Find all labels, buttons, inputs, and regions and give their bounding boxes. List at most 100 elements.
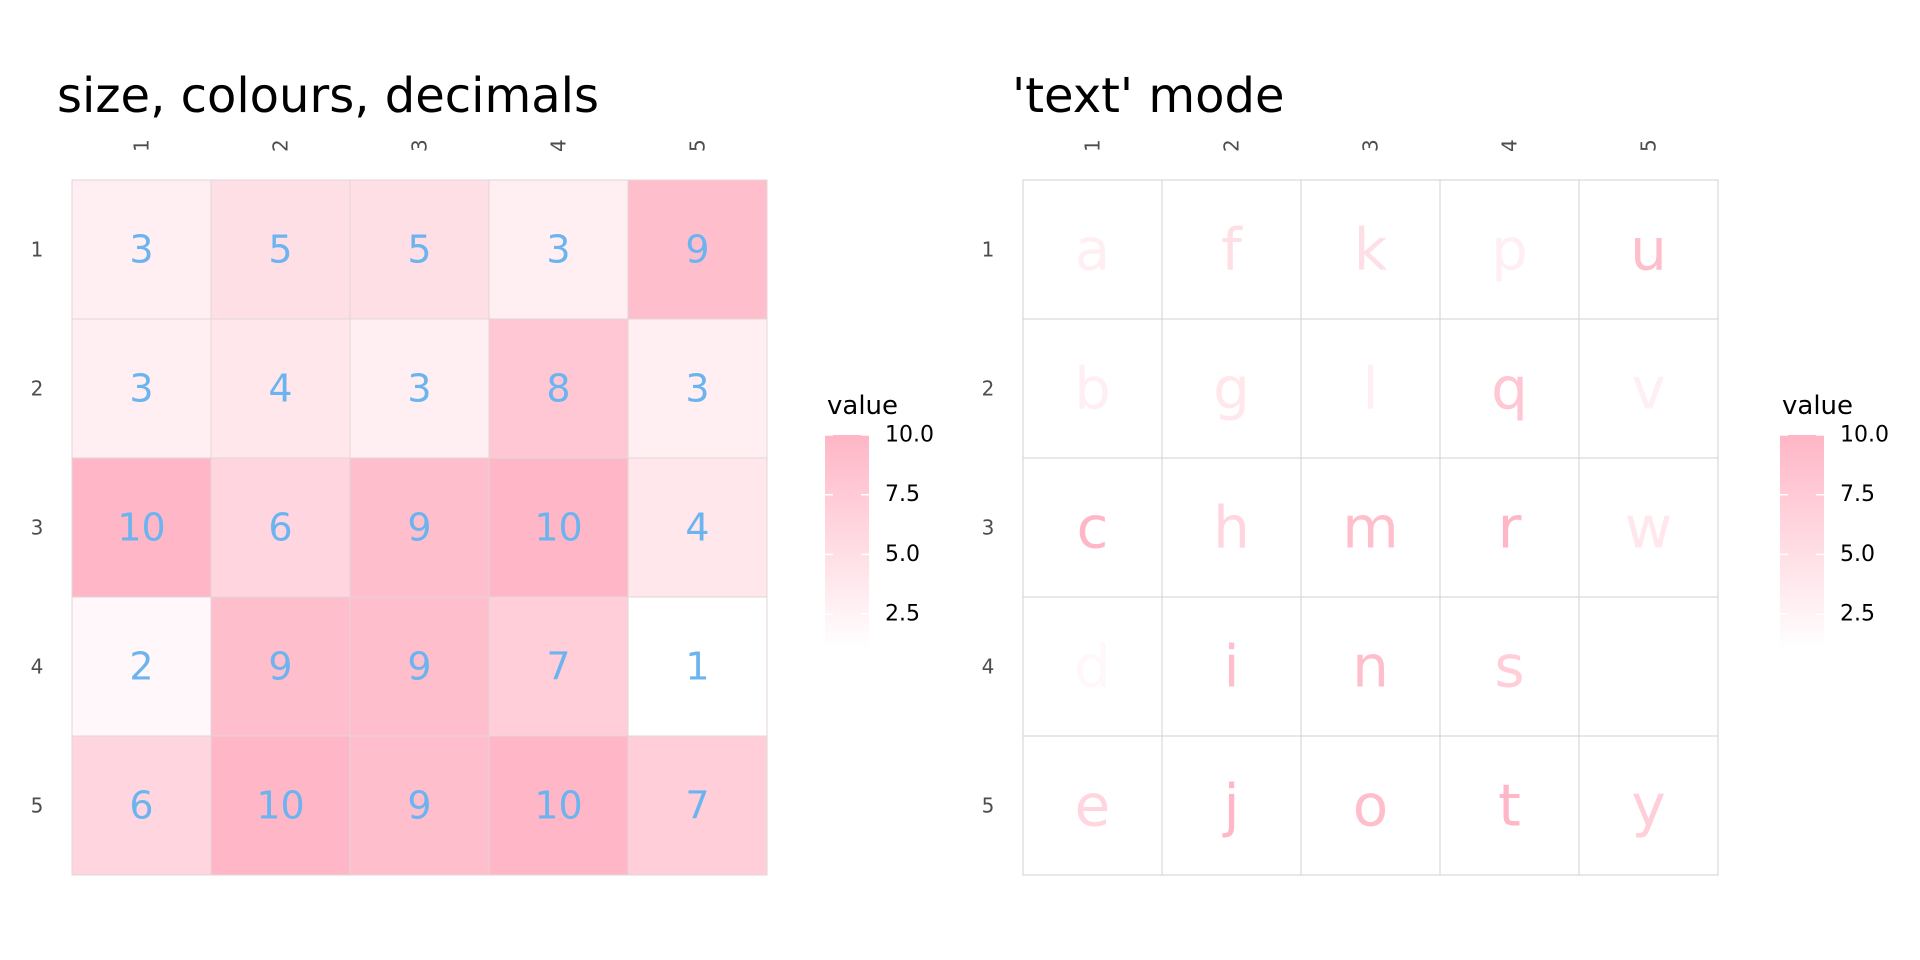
legend-tick-label: 5.0 [885,542,920,567]
cell-label: 3 [129,228,153,272]
legend-tick-label: 2.5 [885,602,920,627]
cell-label: q [1491,355,1528,423]
y-tick-labels: 1 2 3 4 5 [31,238,44,818]
cell-label: 7 [685,784,709,828]
y-tick-labels: 1 2 3 4 5 [982,238,995,818]
cell-label: 3 [407,367,431,411]
cell-label: 3 [685,367,709,411]
heatmap-cell [488,457,629,598]
cell-label: 10 [256,784,304,828]
cell-label: r [1498,494,1522,562]
y-tick-label: 2 [982,377,995,401]
heatmap-cell [1578,179,1719,320]
x-tick-label: 3 [408,139,432,152]
x-tick-label: 3 [1359,139,1383,152]
cell-label: f [1221,216,1243,284]
cell-label: h [1213,494,1250,562]
cell-label: 9 [407,645,431,689]
x-tick-labels: 1 2 3 4 5 [130,139,710,152]
cell-label: p [1491,216,1528,284]
x-tick-label: 1 [1081,139,1105,152]
heatmap-cell [1022,735,1163,876]
cell-label: k [1354,216,1388,284]
cell-label: t [1498,772,1521,840]
heatmap-cell [1161,457,1302,598]
heatmap-cell [1161,735,1302,876]
cell-label: 10 [534,784,582,828]
heatmap-cell [1578,318,1719,459]
y-tick-label: 2 [31,377,44,401]
y-tick-label: 5 [982,794,995,818]
legend: value 2.5 5.0 7.5 10.0 [1780,391,1889,650]
cell-label: 9 [407,784,431,828]
cell-label: 4 [268,367,292,411]
legend-colorbar [1780,435,1824,650]
heatmap-cell [349,318,490,459]
cell-label: 9 [407,506,431,550]
heatmap-cell [1439,735,1580,876]
cell-label: 3 [546,228,570,272]
heatmap-cell [1022,457,1163,598]
heatmap-cell [71,318,212,459]
legend-tick-label: 7.5 [885,482,920,507]
cell-label: 8 [546,367,570,411]
heatmap-cell [349,457,490,598]
y-tick-label: 3 [31,516,44,540]
heatmap-cell [349,596,490,737]
cell-label: 1 [685,645,709,689]
legend-tick-label: 5.0 [1840,542,1875,567]
heatmap-cells [71,179,768,876]
panel-title: 'text' mode [1012,68,1285,124]
cell-label: o [1353,772,1389,840]
heatmap-cell [210,596,351,737]
legend-tick-label: 2.5 [1840,602,1875,627]
heatmap-cell [627,318,768,459]
heatmap-cell [1300,596,1441,737]
x-tick-label: 4 [547,139,571,152]
cell-label: j [1221,772,1239,840]
cell-label: 6 [268,506,292,550]
heatmap-cells [1022,179,1719,876]
panel-title: size, colours, decimals [57,68,599,124]
cell-label: i [1223,633,1239,701]
x-tick-label: 1 [130,139,154,152]
heatmap-panel-2: 'text' mode 1 2 3 4 5 1 2 3 4 5 a f k p u b g l q v c h m r w d… [982,68,1889,876]
heatmap-cell [1161,318,1302,459]
heatmap-cell [210,735,351,876]
cell-label: n [1352,633,1389,701]
cell-labels: 3 5 5 3 9 3 4 3 8 3 10 6 9 10 4 2 9 9 7 1 6 10 9 10 7 [117,228,709,828]
cell-label: 10 [534,506,582,550]
legend-tick-label: 10.0 [1840,423,1889,448]
x-tick-label: 2 [1220,139,1244,152]
x-tick-label: 5 [686,139,710,152]
heatmap-cell [488,179,629,320]
heatmap-cell [1578,596,1719,737]
heatmap-cell [1578,735,1719,876]
x-tick-labels: 1 2 3 4 5 [1081,139,1661,152]
cell-label: 5 [407,228,431,272]
heatmap-cell [1161,596,1302,737]
heatmap-cell [1022,179,1163,320]
cell-label: 9 [685,228,709,272]
heatmap-cell [349,179,490,320]
heatmap-cell [627,735,768,876]
legend-colorbar [825,435,869,650]
y-tick-label: 5 [31,794,44,818]
heatmap-cell [627,457,768,598]
x-tick-label: 5 [1637,139,1661,152]
cell-label: g [1213,355,1250,423]
heatmap-cell [488,596,629,737]
heatmap-cell [349,735,490,876]
heatmap-cell [71,179,212,320]
heatmap-cell [1300,735,1441,876]
cell-label: a [1075,216,1111,284]
cell-label: 3 [129,367,153,411]
cell-label: u [1630,216,1667,284]
legend-title: value [1782,391,1853,421]
cell-label: c [1077,494,1109,562]
legend: value 2.5 5.0 7.5 10.0 [825,391,934,650]
cell-label: e [1075,772,1111,840]
cell-label: m [1342,494,1399,562]
cell-label: y [1631,772,1665,840]
